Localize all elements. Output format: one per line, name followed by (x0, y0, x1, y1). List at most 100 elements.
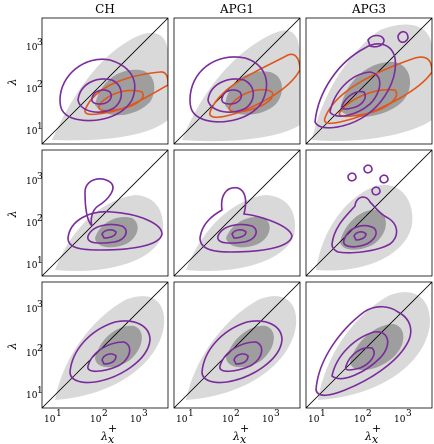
ytick-label: 10 (26, 305, 38, 315)
gray-inner-region (350, 324, 404, 371)
column-title-apg3: APG3 (351, 2, 386, 16)
xtick-exponent: 2 (102, 409, 108, 419)
diagonal-line (174, 18, 300, 144)
xlabel: λ (100, 430, 108, 443)
panel-r3-apg3 (306, 282, 432, 408)
ylabel-row1: λ (6, 79, 19, 87)
ylabel: λ (6, 343, 19, 351)
xticks-col2: 10 1 10 2 10 3 (176, 409, 280, 425)
ytick-label: 10 (26, 391, 38, 401)
purple-contour (353, 231, 367, 241)
purple-contour (77, 78, 123, 113)
ytick-exponent: 2 (37, 344, 43, 354)
panel-r3-apg1 (174, 282, 300, 408)
xtick-exponent: 2 (366, 409, 372, 419)
xlabel-col3: λ + x (364, 422, 381, 444)
panel-r2-ch (42, 150, 168, 276)
gray-inner-region (340, 61, 411, 117)
panel-r2-apg3 (306, 150, 432, 276)
ytick-label: 10 (26, 43, 38, 53)
diagonal-line (42, 150, 168, 276)
purple-contour (201, 320, 283, 384)
purple-contour (101, 353, 117, 365)
purple-contour (221, 89, 243, 105)
diagonal-line (42, 18, 168, 144)
xlabel-sub: x (240, 433, 247, 444)
orange-contour (98, 89, 144, 112)
xtick-label: 10 (394, 415, 406, 425)
purple-contour (331, 196, 398, 254)
purple-contour (314, 43, 397, 129)
panel-frame (173, 149, 301, 277)
xtick-label: 10 (90, 415, 102, 425)
purple-contour (342, 224, 377, 248)
purple-contour (219, 341, 263, 373)
gray-inner-region (226, 325, 274, 368)
panel-frame (41, 149, 169, 277)
purple-contour (344, 346, 375, 371)
ytick-exponent: 1 (37, 256, 43, 266)
panel-frame (305, 149, 433, 277)
xlabel-sup: + (372, 422, 381, 435)
purple-contour (87, 341, 131, 373)
xtick-label: 10 (308, 415, 320, 425)
xticks-col3: 10 1 10 2 10 3 (308, 409, 412, 425)
purple-contour (363, 164, 373, 174)
yticks-row1: 10 3 10 2 10 1 (26, 38, 43, 137)
purple-contour (367, 34, 385, 48)
purple-contour (84, 178, 114, 227)
panel-r2-apg1 (174, 150, 300, 276)
xtick-exponent: 3 (142, 409, 148, 419)
xtick-exponent: 1 (320, 409, 326, 419)
xticks-col1: 10 1 10 2 10 3 (44, 409, 148, 425)
diagonal-line (42, 282, 168, 408)
diagonal-line (174, 150, 300, 276)
xtick-label: 10 (130, 415, 142, 425)
ytick-exponent: 2 (37, 80, 43, 90)
xlabel-sup: + (108, 422, 117, 435)
purple-contour (59, 58, 136, 122)
purple-contour (315, 305, 412, 397)
purple-contour (189, 56, 268, 123)
purple-contour (341, 90, 367, 110)
xtick-label: 10 (354, 415, 366, 425)
xtick-label: 10 (176, 415, 188, 425)
gray-inner-region (340, 209, 386, 250)
panel-frame (173, 17, 301, 145)
ytick-exponent: 3 (37, 300, 43, 310)
xtick-exponent: 3 (274, 409, 280, 419)
ytick-exponent: 3 (37, 38, 43, 48)
purple-contour (87, 223, 127, 244)
ytick-label: 10 (26, 261, 38, 271)
purple-contour (347, 172, 357, 182)
ytick-exponent: 1 (37, 386, 43, 396)
diagonal-line (174, 282, 300, 408)
orange-contour (228, 88, 274, 113)
purple-contour (67, 211, 163, 251)
gray-inner-region (95, 325, 142, 368)
ytick-label: 10 (26, 85, 38, 95)
panel-frame (41, 17, 169, 145)
yticks-row3: 10 3 10 2 (26, 300, 43, 359)
ylabel: λ (6, 79, 19, 87)
diagonal-line (306, 282, 432, 408)
xtick-exponent: 1 (188, 409, 194, 419)
purple-contour (379, 174, 389, 184)
xlabel-sub: x (372, 433, 379, 444)
purple-contour (329, 71, 381, 117)
xtick-label: 10 (262, 415, 274, 425)
ytick-label: 10 (26, 219, 38, 229)
xtick-label: 10 (44, 415, 56, 425)
xtick-exponent: 2 (234, 409, 240, 419)
xtick-label: 10 (222, 415, 234, 425)
column-title-apg1: APG1 (219, 2, 254, 16)
ytick-exponent: 1 (37, 122, 43, 132)
purple-contour (199, 186, 293, 253)
purple-contour (233, 353, 249, 365)
panel-r1-ch (42, 18, 168, 144)
panel-frame (41, 281, 169, 409)
diagonal-line (306, 150, 432, 276)
xlabel-col2: λ + x (232, 422, 249, 444)
panel-frame (305, 281, 433, 409)
